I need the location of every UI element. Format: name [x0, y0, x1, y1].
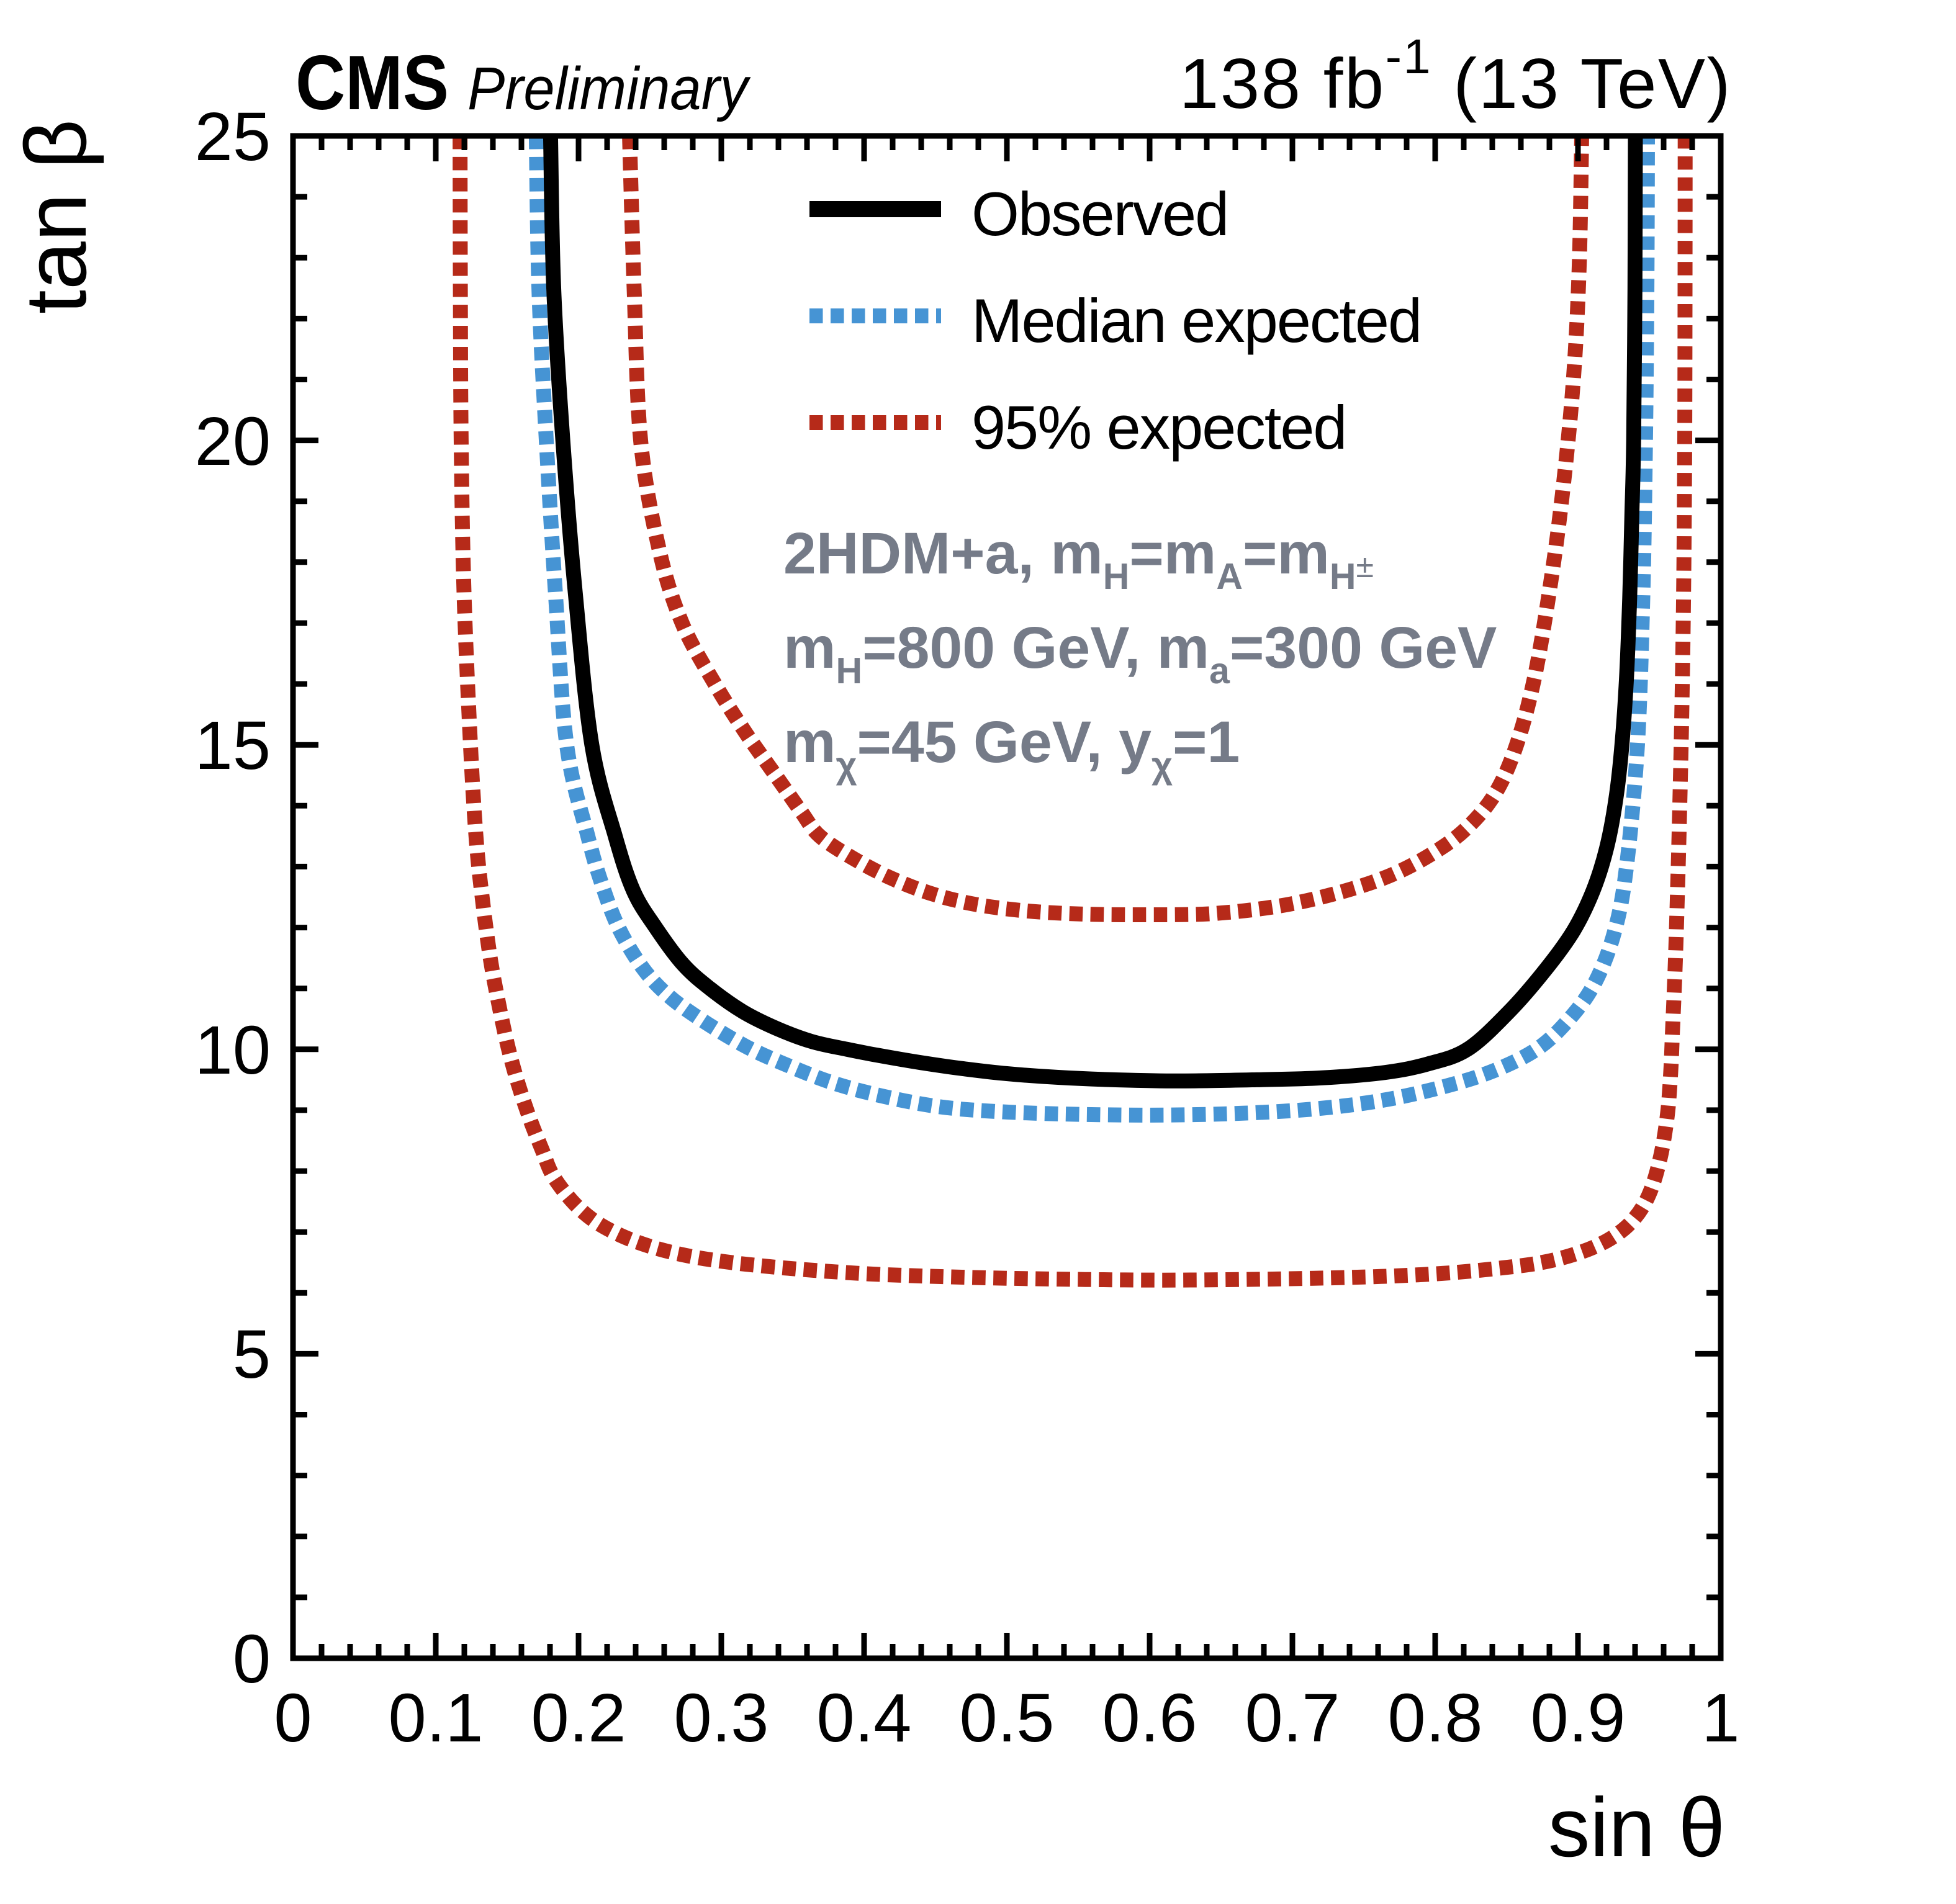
svg-text:mH=800 GeV, ma=300 GeV: mH=800 GeV, ma=300 GeV — [783, 615, 1497, 691]
svg-text:tan β: tan β — [7, 119, 104, 314]
svg-text:138 fb-1 (13 TeV): 138 fb-1 (13 TeV) — [1179, 29, 1732, 123]
svg-text:2HDM+a, mH=mA=mH±: 2HDM+a, mH=mA=mH± — [783, 521, 1374, 597]
svg-text:0.9: 0.9 — [1531, 1680, 1626, 1756]
svg-text:15: 15 — [195, 707, 271, 784]
svg-text:0.4: 0.4 — [817, 1680, 912, 1756]
svg-text:Median expected: Median expected — [971, 286, 1421, 355]
svg-text:0.8: 0.8 — [1388, 1680, 1483, 1756]
svg-text:0.3: 0.3 — [674, 1680, 769, 1756]
svg-text:25: 25 — [195, 99, 271, 175]
svg-text:20: 20 — [195, 403, 271, 480]
svg-text:sin θ: sin θ — [1548, 1781, 1725, 1874]
svg-text:95% expected: 95% expected — [971, 393, 1346, 462]
svg-text:0: 0 — [233, 1621, 271, 1697]
svg-text:0.1: 0.1 — [389, 1680, 484, 1756]
svg-text:1: 1 — [1701, 1680, 1739, 1756]
svg-text:0.6: 0.6 — [1102, 1680, 1197, 1756]
svg-text:5: 5 — [233, 1316, 271, 1393]
svg-text:0.5: 0.5 — [960, 1680, 1055, 1756]
svg-text:10: 10 — [195, 1012, 271, 1089]
svg-text:CMS: CMS — [295, 40, 449, 126]
svg-text:Preliminary: Preliminary — [467, 55, 751, 122]
svg-text:0.2: 0.2 — [531, 1680, 626, 1756]
svg-text:0.7: 0.7 — [1245, 1680, 1340, 1756]
svg-text:Observed: Observed — [971, 179, 1228, 248]
svg-text:0: 0 — [274, 1680, 312, 1756]
